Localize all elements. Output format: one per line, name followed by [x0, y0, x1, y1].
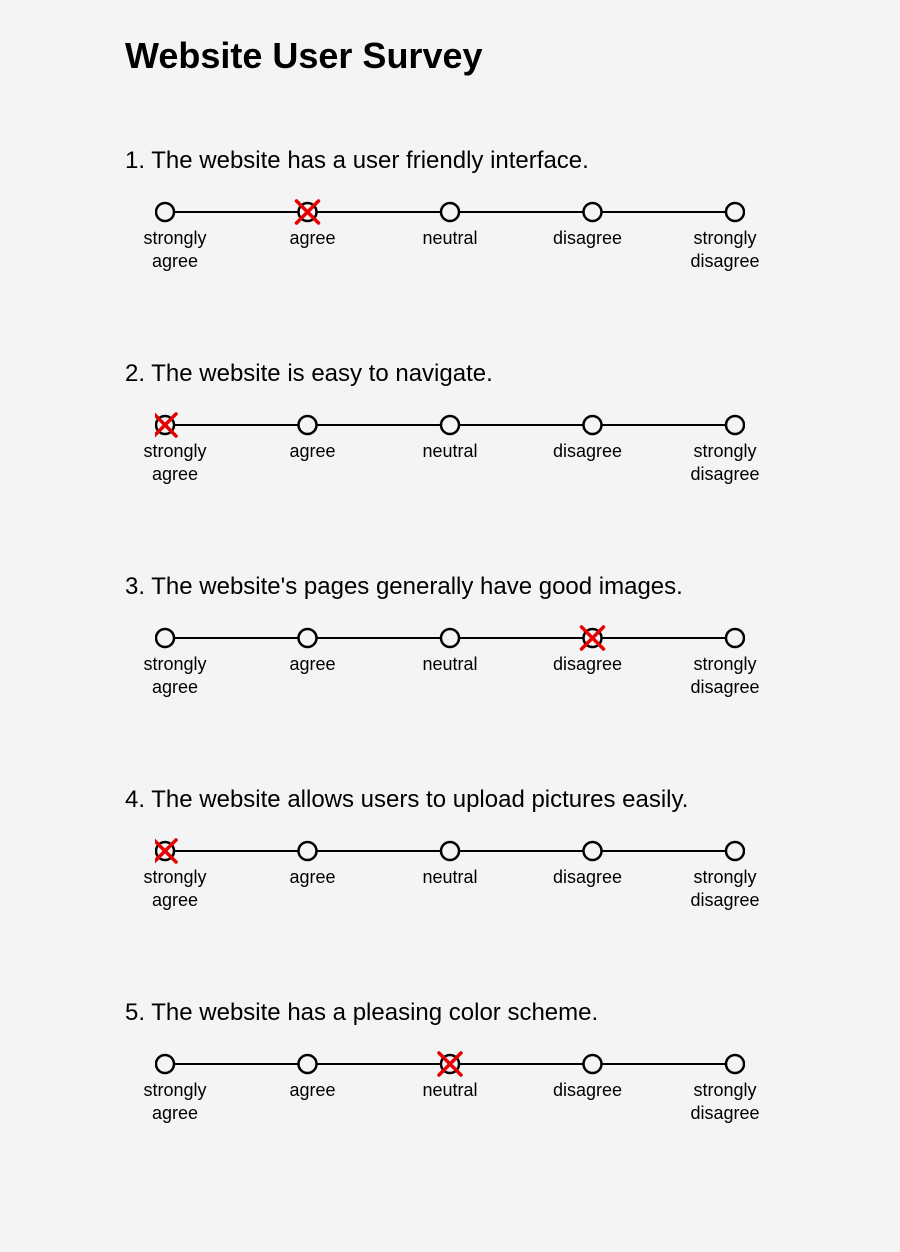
scale-label: neutral [410, 1079, 490, 1124]
scale-label: stronglyagree [135, 653, 215, 698]
scale-option[interactable] [441, 842, 459, 860]
scale-labels: stronglyagreeagreeneutraldisagreestrongl… [155, 866, 745, 911]
scale-option[interactable] [441, 203, 459, 221]
likert-svg [155, 623, 745, 653]
question-number: 2. [125, 360, 145, 387]
scale-option[interactable] [156, 203, 174, 221]
scale-option[interactable] [441, 629, 459, 647]
question-number: 3. [125, 573, 145, 600]
likert-scale: stronglyagreeagreeneutraldisagreestrongl… [155, 623, 745, 698]
scale-labels: stronglyagreeagreeneutraldisagreestrongl… [155, 227, 745, 272]
scale-option[interactable] [299, 842, 317, 860]
question-text: 3. The website's pages generally have go… [125, 573, 775, 601]
scale-labels: stronglyagreeagreeneutraldisagreestrongl… [155, 653, 745, 698]
question-number: 4. [125, 786, 145, 813]
scale-option[interactable] [726, 416, 744, 434]
scale-label: stronglyagree [135, 866, 215, 911]
scale-label: stronglydisagree [685, 1079, 765, 1124]
scale-label: stronglydisagree [685, 866, 765, 911]
scale-label: agree [273, 227, 353, 272]
scale-label: agree [273, 440, 353, 485]
question-number: 1. [125, 147, 145, 174]
scale-option[interactable] [156, 629, 174, 647]
question: 4. The website allows users to upload pi… [125, 786, 775, 911]
scale-label: stronglydisagree [685, 440, 765, 485]
question-body: The website has a pleasing color scheme. [151, 999, 598, 1026]
scale-label: disagree [548, 440, 628, 485]
question: 5. The website has a pleasing color sche… [125, 999, 775, 1124]
likert-svg [155, 836, 745, 866]
scale-label: agree [273, 1079, 353, 1124]
question-body: The website has a user friendly interfac… [151, 147, 589, 174]
scale-label: stronglyagree [135, 227, 215, 272]
scale-label: disagree [548, 866, 628, 911]
likert-svg [155, 1049, 745, 1079]
likert-svg [155, 197, 745, 227]
question-body: The website allows users to upload pictu… [151, 786, 688, 813]
scale-option[interactable] [299, 1055, 317, 1073]
scale-label: neutral [410, 866, 490, 911]
likert-scale: stronglyagreeagreeneutraldisagreestrongl… [155, 836, 745, 911]
likert-scale: stronglyagreeagreeneutraldisagreestrongl… [155, 197, 745, 272]
scale-option[interactable] [584, 842, 602, 860]
likert-svg [155, 410, 745, 440]
scale-label: neutral [410, 440, 490, 485]
question-body: The website's pages generally have good … [151, 573, 683, 600]
scale-option[interactable] [726, 203, 744, 221]
question-number: 5. [125, 999, 145, 1026]
question-body: The website is easy to navigate. [151, 360, 493, 387]
scale-option[interactable] [726, 842, 744, 860]
scale-labels: stronglyagreeagreeneutraldisagreestrongl… [155, 1079, 745, 1124]
scale-labels: stronglyagreeagreeneutraldisagreestrongl… [155, 440, 745, 485]
scale-label: disagree [548, 227, 628, 272]
scale-option[interactable] [726, 1055, 744, 1073]
scale-label: stronglydisagree [685, 653, 765, 698]
scale-label: agree [273, 653, 353, 698]
scale-label: agree [273, 866, 353, 911]
question: 1. The website has a user friendly inter… [125, 147, 775, 272]
scale-option[interactable] [726, 629, 744, 647]
scale-label: stronglyagree [135, 440, 215, 485]
question-text: 4. The website allows users to upload pi… [125, 786, 775, 814]
question-text: 5. The website has a pleasing color sche… [125, 999, 775, 1027]
scale-option[interactable] [156, 1055, 174, 1073]
scale-label: neutral [410, 653, 490, 698]
scale-option[interactable] [299, 629, 317, 647]
scale-label: stronglydisagree [685, 227, 765, 272]
scale-option[interactable] [584, 1055, 602, 1073]
scale-label: stronglyagree [135, 1079, 215, 1124]
scale-option[interactable] [299, 416, 317, 434]
scale-label: disagree [548, 653, 628, 698]
likert-scale: stronglyagreeagreeneutraldisagreestrongl… [155, 410, 745, 485]
scale-option[interactable] [584, 416, 602, 434]
scale-option[interactable] [584, 203, 602, 221]
scale-option[interactable] [441, 416, 459, 434]
likert-scale: stronglyagreeagreeneutraldisagreestrongl… [155, 1049, 745, 1124]
page-title: Website User Survey [125, 35, 775, 77]
scale-label: neutral [410, 227, 490, 272]
question-text: 1. The website has a user friendly inter… [125, 147, 775, 175]
question: 3. The website's pages generally have go… [125, 573, 775, 698]
question: 2. The website is easy to navigate. stron… [125, 360, 775, 485]
scale-label: disagree [548, 1079, 628, 1124]
question-text: 2. The website is easy to navigate. [125, 360, 775, 388]
